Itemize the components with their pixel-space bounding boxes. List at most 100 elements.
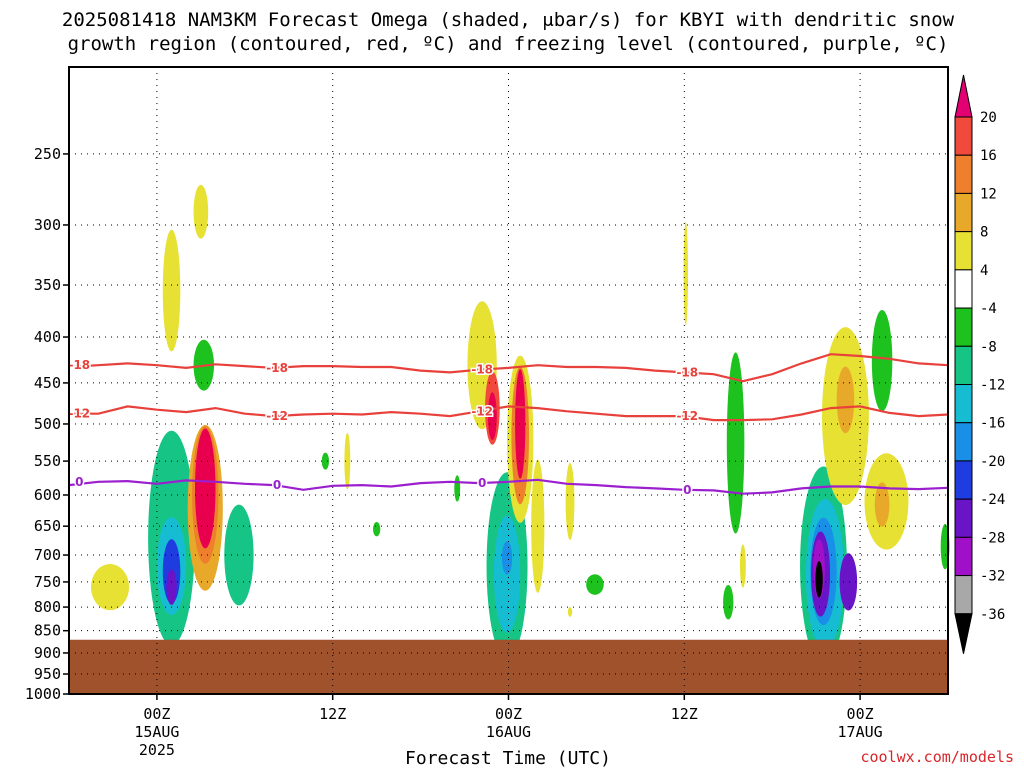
colorbar-label-10: -24 bbox=[980, 492, 1005, 508]
colorbar-label-1: 16 bbox=[980, 148, 997, 164]
colorbar-band-8 bbox=[954, 422, 973, 462]
x-tick-label-42-0: 12Z bbox=[671, 705, 698, 723]
colorbar-band-5 bbox=[954, 307, 973, 347]
colorbar-label-3: 8 bbox=[980, 225, 988, 241]
colorbar-band-4 bbox=[954, 269, 973, 309]
omega-cell-26 bbox=[565, 462, 575, 540]
y-tick-label-950: 950 bbox=[34, 665, 61, 683]
colorbar-band-12 bbox=[954, 575, 973, 615]
contour-label-1-1: -12 bbox=[266, 409, 288, 423]
x-tick-label-18-0: 12Z bbox=[319, 705, 346, 723]
omega-cell-28 bbox=[586, 574, 604, 595]
omega-cell-1 bbox=[162, 229, 181, 352]
omega-cell-31 bbox=[723, 584, 734, 620]
colorbar-label-2: 12 bbox=[980, 186, 997, 202]
colorbar-label-12: -32 bbox=[980, 569, 1005, 585]
omega-cell-18 bbox=[487, 392, 497, 440]
y-tick-label-550: 550 bbox=[34, 452, 61, 470]
omega-cell-7 bbox=[166, 569, 177, 606]
omega-cell-27 bbox=[567, 607, 573, 617]
y-tick-label-350: 350 bbox=[34, 276, 61, 294]
x-tick-label-6-1: 15AUG bbox=[134, 723, 179, 741]
colorbar-label-13: -36 bbox=[980, 607, 1005, 623]
colorbar-band-0 bbox=[954, 116, 973, 156]
colorbar-band-3 bbox=[954, 231, 973, 271]
omega-cell-14 bbox=[372, 522, 381, 537]
contour-label-0-3: -18 bbox=[676, 365, 698, 379]
x-axis-title: Forecast Time (UTC) bbox=[405, 748, 611, 768]
colorbar-label-7: -12 bbox=[980, 378, 1005, 394]
colorbar-bottom-arrow bbox=[954, 613, 973, 654]
y-tick-label-700: 700 bbox=[34, 546, 61, 564]
y-tick-label-600: 600 bbox=[34, 486, 61, 504]
x-tick-label-54-1: 17AUG bbox=[838, 723, 883, 741]
x-tick-label-6-0: 00Z bbox=[143, 705, 170, 723]
omega-cell-15 bbox=[454, 475, 461, 502]
omega-cell-11 bbox=[224, 504, 254, 606]
y-tick-label-1000: 1000 bbox=[25, 685, 61, 703]
x-tick-label-54-0: 00Z bbox=[847, 705, 874, 723]
contour-label-2-0: 0 bbox=[75, 475, 83, 489]
omega-cell-38 bbox=[815, 561, 823, 598]
ground-surface bbox=[69, 639, 948, 694]
omega-cell-29 bbox=[683, 221, 688, 326]
colorbar-label-11: -28 bbox=[980, 530, 1005, 546]
colorbar-label-6: -8 bbox=[980, 339, 997, 355]
colorbar-band-10 bbox=[954, 498, 973, 538]
colorbar-band-1 bbox=[954, 154, 973, 194]
colorbar-band-7 bbox=[954, 384, 973, 424]
colorbar-label-8: -16 bbox=[980, 416, 1005, 432]
y-tick-label-800: 800 bbox=[34, 598, 61, 616]
y-tick-label-900: 900 bbox=[34, 644, 61, 662]
contour-label-2-2: 0 bbox=[478, 476, 486, 490]
contour-lines: -18 -18 -18 -18 -12 -12 -12 -12 0 0 0 0 bbox=[67, 353, 949, 498]
colorbar-label-5: -4 bbox=[980, 301, 997, 317]
contour-label-2-3: 0 bbox=[683, 483, 691, 497]
colorbar-label-4: 4 bbox=[980, 263, 988, 279]
colorbar-top-arrow bbox=[954, 74, 973, 118]
omega-cell-12 bbox=[321, 452, 330, 470]
omega-cell-0 bbox=[90, 563, 130, 611]
x-tick-label-30-0: 00Z bbox=[495, 705, 522, 723]
contour-2 bbox=[68, 478, 949, 495]
credit-text: coolwx.com/models bbox=[860, 748, 1014, 766]
colorbar-band-2 bbox=[954, 192, 973, 233]
omega-cell-32 bbox=[739, 544, 746, 588]
colorbar-band-9 bbox=[954, 460, 973, 500]
contour-label-0-2: -18 bbox=[471, 363, 493, 377]
plot-area: -18 -18 -18 -18 -12 -12 -12 -12 0 0 0 0 bbox=[67, 66, 950, 695]
omega-cell-44 bbox=[871, 309, 893, 412]
contour-1 bbox=[69, 405, 949, 422]
colorbar-band-6 bbox=[954, 345, 973, 385]
y-tick-label-650: 650 bbox=[34, 517, 61, 535]
omega-cell-10 bbox=[194, 428, 216, 549]
contour-label-1-3: -12 bbox=[676, 409, 698, 423]
omega-cell-13 bbox=[344, 432, 351, 490]
omega-cell-43 bbox=[874, 482, 890, 527]
grid-lines bbox=[69, 67, 948, 695]
omega-cell-39 bbox=[839, 553, 858, 611]
colorbar-label-0: 20 bbox=[980, 110, 997, 126]
y-tick-label-850: 850 bbox=[34, 622, 61, 640]
colorbar-band-11 bbox=[954, 536, 973, 577]
y-tick-label-450: 450 bbox=[34, 374, 61, 392]
contour-0 bbox=[68, 353, 949, 383]
contour-label-1-2: -12 bbox=[471, 404, 493, 418]
y-tick-label-500: 500 bbox=[34, 415, 61, 433]
colorbar: 20 16 12 8 4 -4 -8 -12 -16 -20 -24 -28 -32 -36 bbox=[954, 74, 1005, 654]
chart-title-line-2: growth region (contoured, red, ºC) and f… bbox=[68, 33, 949, 55]
y-tick-label-250: 250 bbox=[34, 145, 61, 163]
y-tick-label-300: 300 bbox=[34, 216, 61, 234]
x-tick-label-6-2: 2025 bbox=[139, 741, 175, 759]
omega-cell-30 bbox=[726, 352, 745, 534]
y-axis: 250 300 350 400 450 500 550 600 650 700 750 800 850 9… bbox=[25, 145, 69, 703]
y-tick-label-400: 400 bbox=[34, 328, 61, 346]
contour-label-0-1: -18 bbox=[266, 361, 288, 375]
omega-cell-24 bbox=[515, 369, 526, 479]
contour-label-0-0: -18 bbox=[68, 358, 90, 372]
x-tick-label-30-1: 16AUG bbox=[486, 723, 531, 741]
y-tick-label-750: 750 bbox=[34, 573, 61, 591]
colorbar-label-9: -20 bbox=[980, 454, 1005, 470]
